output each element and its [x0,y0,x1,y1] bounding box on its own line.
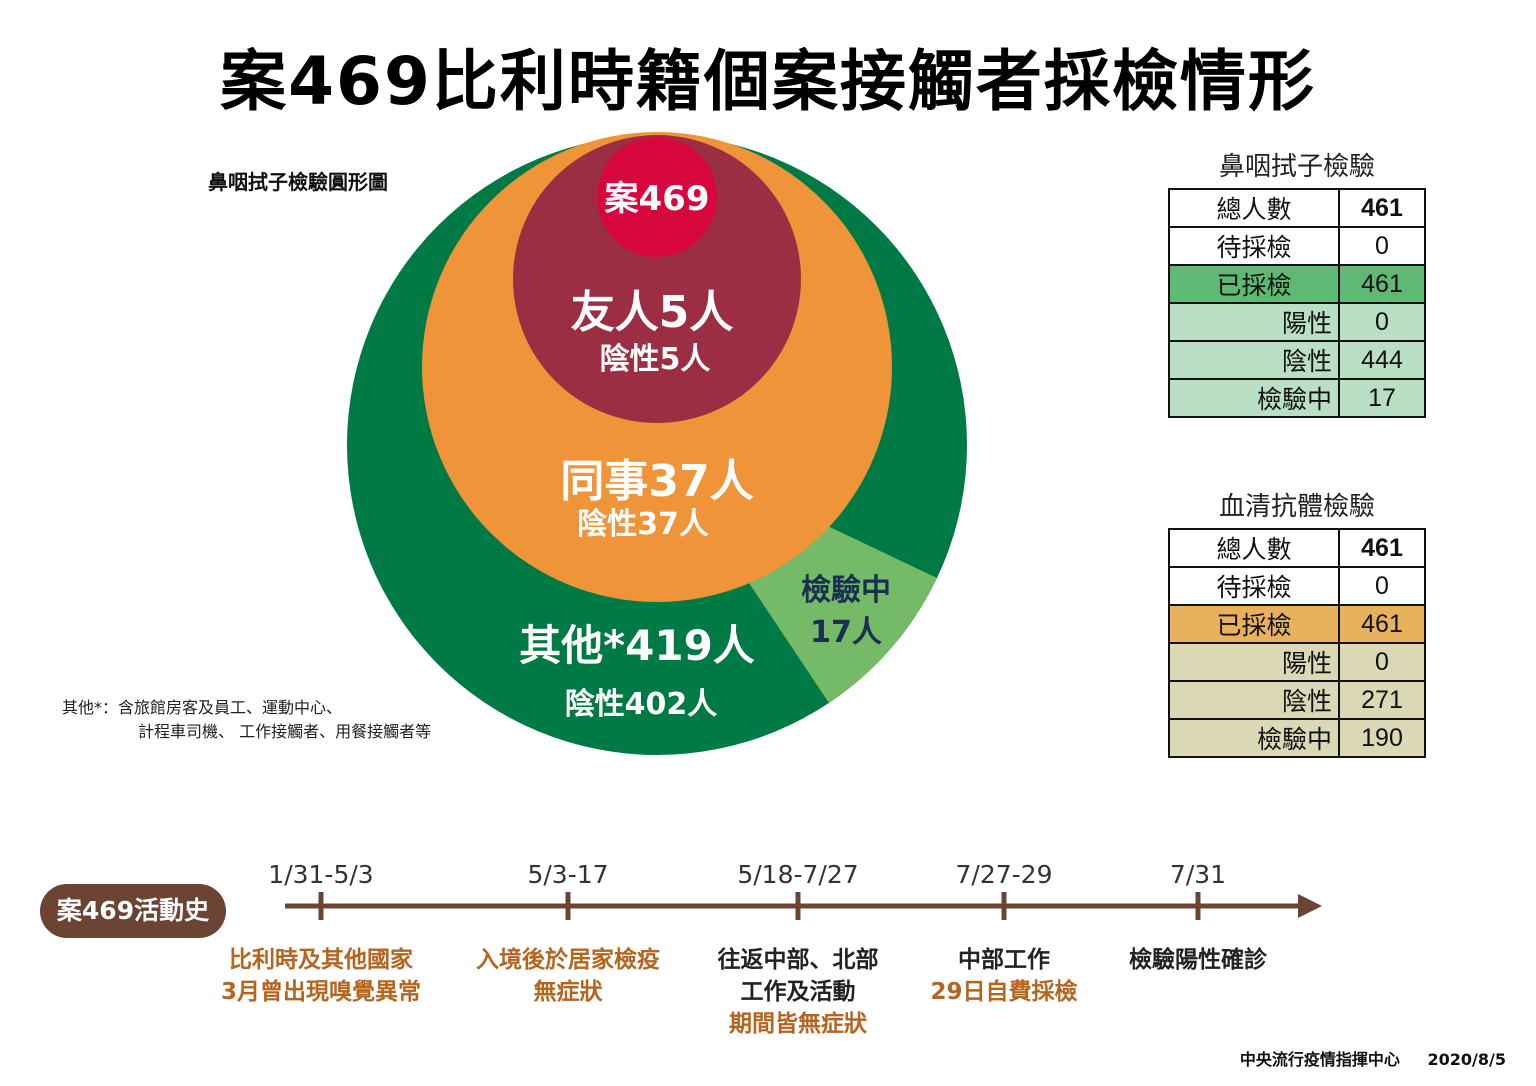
friends-label: 友人5人 [571,287,734,338]
row-label: 已採檢 [1168,264,1340,304]
timeline-date: 5/18-7/27 [737,860,859,889]
row-label: 已採檢 [1168,604,1340,644]
row-value: 461 [1338,188,1426,228]
row-label: 陰性 [1168,680,1340,720]
row-value: 461 [1338,604,1426,644]
row-value: 190 [1338,718,1426,758]
timeline-desc-line: 比利時及其他國家 [229,947,413,973]
footnote-line-1: 其他*：含旅館房客及員工、運動中心、 [62,698,343,717]
row-label: 陽性 [1168,302,1340,342]
timeline-description: 比利時及其他國家 3月曾出現嗅覺異常 [201,944,441,1008]
timeline-desc-line: 入境後於居家檢疫 [476,947,660,973]
row-label: 總人數 [1168,528,1340,568]
row-label: 陰性 [1168,340,1340,380]
timeline-date: 1/31-5/3 [268,860,374,889]
footer-date: 2020/8/5 [1427,1050,1506,1069]
footer: 中央流行疫情指揮中心 2020/8/5 [1218,1046,1506,1070]
row-label: 待採檢 [1168,226,1340,266]
footnote-line-2: 計程車司機、 工作接觸者、用餐接觸者等 [138,722,432,741]
timeline-desc-line: 29日自費採檢 [930,979,1078,1005]
colleagues-result: 陰性37人 [577,507,709,542]
row-value: 271 [1338,680,1426,720]
row-label: 陽性 [1168,642,1340,682]
table-row: 檢驗中 190 [1168,718,1426,758]
page-title: 案469比利時籍個案接觸者採檢情形 [220,43,1316,120]
serum-table-title: 血清抗體檢驗 [1218,492,1375,522]
timeline-arrowhead [1298,894,1322,918]
others-result: 陰性402人 [565,687,718,722]
timeline-desc-line: 期間皆無症狀 [729,1011,867,1037]
row-label: 總人數 [1168,188,1340,228]
row-value: 17 [1338,378,1426,418]
timeline-description: 檢驗陽性確診 [1078,944,1318,976]
timeline-desc-line: 工作及活動 [740,979,856,1005]
others-label: 其他*419人 [519,621,755,670]
nasal-table-title: 鼻咽拭子檢驗 [1218,152,1375,182]
table-row: 待採檢 0 [1168,226,1426,266]
table-row: 檢驗中 17 [1168,378,1426,418]
friends-circle [513,135,801,423]
timeline-date: 7/27-29 [955,860,1053,889]
serum-table: 總人數 461 待採檢 0 已採檢 461 陽性 0 陰性 271 檢驗中 19… [1168,528,1426,758]
testing-label-1: 檢驗中 [801,573,891,608]
table-row: 總人數 461 [1168,528,1426,568]
activity-history-badge: 案469活動史 [40,884,226,938]
row-label: 檢驗中 [1168,378,1340,418]
footer-org: 中央流行疫情指揮中心 [1239,1050,1400,1069]
row-value: 0 [1338,642,1426,682]
row-value: 0 [1338,226,1426,266]
timeline-description: 入境後於居家檢疫 無症狀 [448,944,688,1008]
timeline-desc-line: 中部工作 [958,947,1050,973]
friends-result: 陰性5人 [600,342,711,377]
table-row: 待採檢 0 [1168,566,1426,606]
row-value: 0 [1338,566,1426,606]
timeline-desc-line: 往返中部、北部 [717,947,879,973]
case-circle [597,137,717,257]
colleagues-label: 同事37人 [560,456,753,507]
row-label: 檢驗中 [1168,718,1340,758]
timeline-description: 往返中部、北部 工作及活動 期間皆無症狀 [678,944,918,1040]
nasal-table: 總人數 461 待採檢 0 已採檢 461 陽性 0 陰性 444 檢驗中 17 [1168,188,1426,418]
row-label: 待採檢 [1168,566,1340,606]
row-value: 461 [1338,528,1426,568]
table-row: 陽性 0 [1168,642,1426,682]
timeline-date: 7/31 [1169,860,1227,889]
timeline-desc-line: 無症狀 [533,979,603,1005]
table-row: 陰性 271 [1168,680,1426,720]
chart-label: 鼻咽拭子檢驗圓形圖 [208,170,388,194]
table-row: 已採檢 461 [1168,264,1426,304]
row-value: 0 [1338,302,1426,342]
table-row: 已採檢 461 [1168,604,1426,644]
timeline-desc-line: 3月曾出現嗅覺異常 [220,979,421,1005]
row-value: 444 [1338,340,1426,380]
table-row: 陰性 444 [1168,340,1426,380]
testing-label-2: 17人 [810,615,882,650]
timeline-date: 5/3-17 [527,860,609,889]
table-row: 陽性 0 [1168,302,1426,342]
timeline-description: 中部工作 29日自費採檢 [884,944,1124,1008]
case-label: 案469 [605,179,710,219]
table-row: 總人數 461 [1168,188,1426,228]
timeline-desc-line: 檢驗陽性確診 [1129,947,1267,973]
row-value: 461 [1338,264,1426,304]
